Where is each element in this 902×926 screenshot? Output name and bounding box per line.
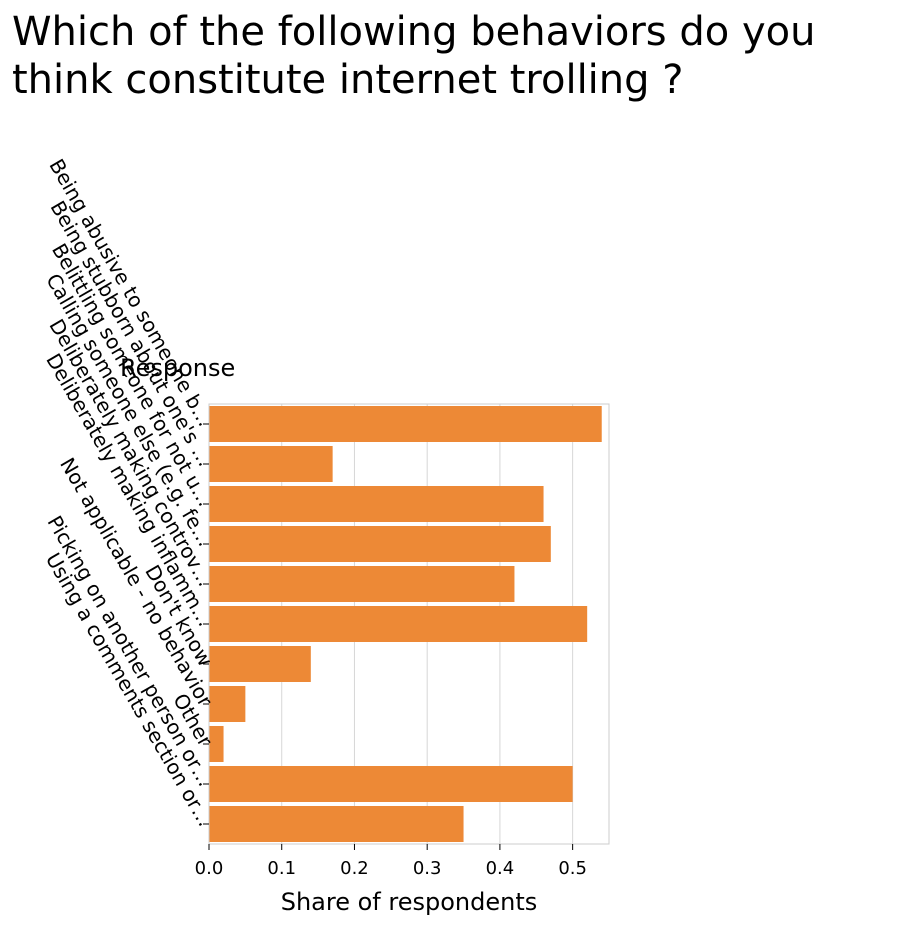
bar [209, 606, 588, 642]
x-axis-label: Share of respondents [281, 888, 538, 916]
x-tick-label: 0.5 [558, 858, 587, 879]
chart-title: Which of the following behaviors do you … [12, 9, 816, 103]
bar [209, 766, 573, 802]
x-tick-label: 0.2 [340, 858, 369, 879]
bar [209, 566, 515, 602]
bar [209, 406, 602, 442]
bar [209, 526, 551, 562]
bar [209, 686, 246, 722]
y-ticks: Being abusive to someone b…Being stubbor… [41, 155, 218, 831]
y-axis-label: Response [120, 354, 235, 382]
bars [209, 406, 602, 842]
x-tick-label: 0.1 [267, 858, 296, 879]
x-tick-label: 0.0 [195, 858, 224, 879]
x-tick-label: 0.3 [413, 858, 442, 879]
bar [209, 646, 311, 682]
x-tick-label: 0.4 [486, 858, 515, 879]
bar [209, 446, 333, 482]
bar [209, 806, 464, 842]
bar [209, 486, 544, 522]
bar [209, 726, 224, 762]
x-ticks: 0.0 0.1 0.2 0.3 0.4 0.5 [195, 844, 587, 879]
